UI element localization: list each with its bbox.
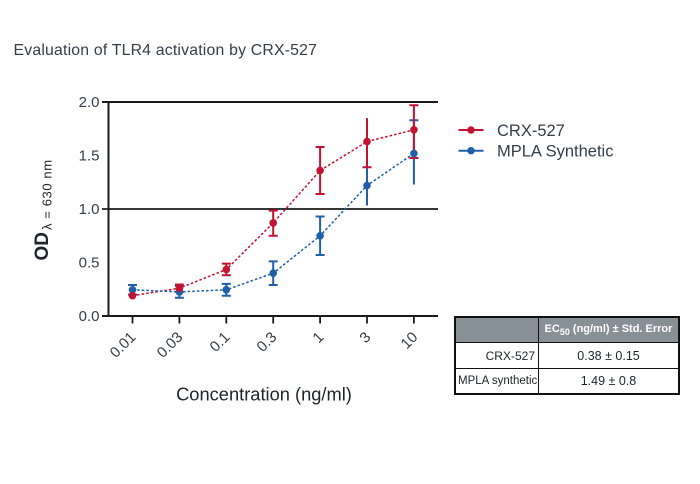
svg-text:1: 1 (309, 329, 327, 347)
svg-text:0.03: 0.03 (154, 329, 187, 362)
svg-text:0.0: 0.0 (79, 308, 100, 325)
svg-text:0.5: 0.5 (79, 255, 100, 272)
svg-text:MPLA Synthetic: MPLA Synthetic (497, 143, 613, 161)
svg-text:0.01: 0.01 (107, 329, 140, 362)
svg-text:0.3: 0.3 (254, 329, 281, 356)
svg-text:0.1: 0.1 (207, 329, 234, 356)
svg-text:1.0: 1.0 (79, 201, 100, 218)
svg-text:2.0: 2.0 (79, 94, 100, 111)
svg-text:CRX-527: CRX-527 (497, 122, 565, 140)
svg-text:10: 10 (398, 329, 422, 353)
svg-text:Concentration (ng/ml): Concentration (ng/ml) (176, 384, 352, 405)
svg-text:1.5: 1.5 (79, 148, 100, 165)
svg-text:3: 3 (356, 329, 374, 347)
svg-text:ODλ = 630 nm: ODλ = 630 nm (32, 159, 55, 260)
